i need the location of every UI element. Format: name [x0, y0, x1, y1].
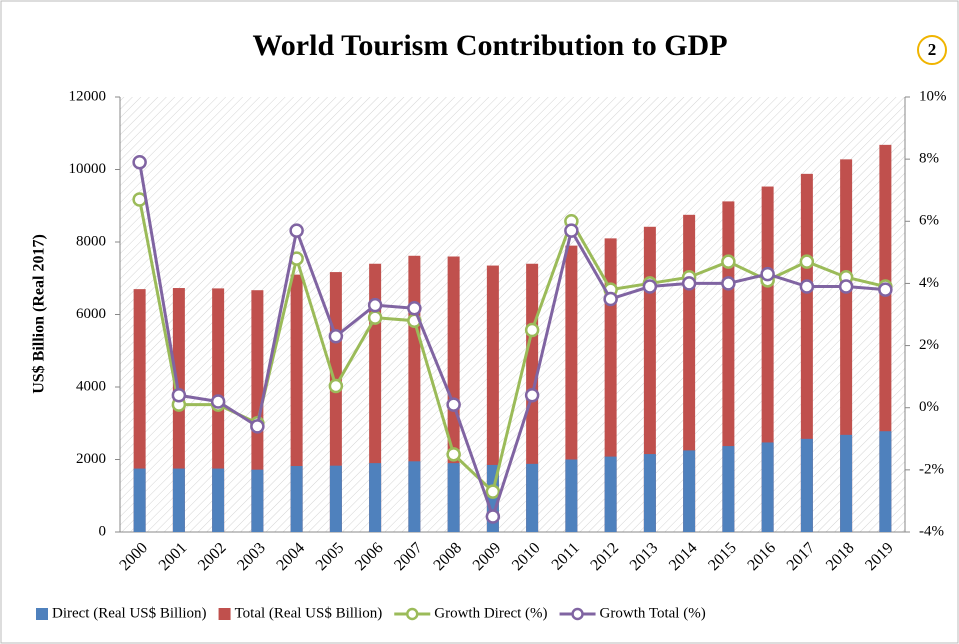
marker: [721, 276, 736, 291]
marker: [328, 329, 344, 344]
marker: [799, 254, 815, 269]
bar: [643, 454, 656, 532]
marker: [367, 310, 383, 325]
y2-tick-label: 2%: [919, 337, 939, 353]
y-tick-label: 12000: [69, 88, 107, 104]
bar: [761, 442, 774, 532]
marker: [407, 301, 422, 316]
marker: [799, 279, 815, 294]
bar: [526, 463, 539, 532]
marker: [760, 266, 775, 282]
legend-swatch: [218, 608, 231, 620]
bar: [447, 463, 460, 532]
marker: [171, 388, 187, 403]
bar: [251, 469, 264, 532]
marker: [210, 394, 226, 409]
bar: [565, 459, 578, 532]
marker: [603, 291, 618, 307]
badge: [917, 35, 947, 65]
y-axis-label: US$ Billion (Real 2017): [31, 234, 48, 394]
legend-marker: [571, 607, 584, 621]
bar: [683, 450, 696, 532]
plot-area: [120, 97, 905, 532]
y-tick-label: 2000: [76, 451, 106, 467]
y2-tick-label: 6%: [919, 213, 939, 229]
legend-label: Growth Direct (%): [434, 605, 547, 621]
marker: [289, 223, 304, 238]
legend-label: Direct (Real US$ Billion): [52, 605, 207, 621]
marker: [681, 276, 697, 291]
bar: [722, 446, 735, 532]
legend-label: Total (Real US$ Billion): [235, 605, 383, 621]
bar: [290, 466, 303, 532]
y2-tick-label: 4%: [919, 275, 939, 291]
marker: [878, 282, 893, 297]
legend-marker: [406, 607, 419, 621]
bar: [369, 463, 382, 532]
marker: [524, 388, 540, 403]
marker: [446, 397, 461, 412]
marker: [642, 279, 658, 294]
bar: [879, 431, 892, 532]
legend-swatch: [36, 608, 48, 620]
bar: [329, 465, 342, 532]
y2-tick-label: -4%: [919, 523, 944, 539]
y2-tick-label: 10%: [919, 88, 947, 104]
marker: [564, 223, 579, 238]
y-tick-label: 4000: [76, 378, 106, 394]
bar: [172, 468, 185, 532]
y2-tick-label: 8%: [919, 151, 939, 167]
marker: [250, 419, 265, 434]
marker: [367, 297, 383, 313]
marker: [132, 155, 147, 170]
y-tick-label: 10000: [69, 161, 107, 177]
legend-label: Growth Total (%): [600, 605, 706, 621]
chart-title: World Tourism Contribution to GDP: [252, 29, 727, 62]
marker: [446, 447, 461, 462]
bar: [800, 438, 813, 532]
marker: [485, 509, 501, 524]
marker: [838, 279, 854, 294]
y-tick-label: 0: [99, 523, 107, 539]
marker: [524, 322, 540, 338]
y-tick-label: 6000: [76, 306, 106, 322]
badge-label: 2: [928, 40, 937, 59]
y-tick-label: 8000: [76, 233, 106, 249]
bar: [840, 434, 853, 532]
bar: [212, 468, 225, 532]
marker: [721, 254, 736, 269]
y2-tick-label: -2%: [919, 461, 944, 477]
y2-tick-label: 0%: [919, 399, 939, 415]
marker: [485, 484, 501, 499]
marker: [328, 378, 344, 394]
bar: [408, 461, 421, 532]
bar: [133, 468, 146, 532]
bar: [604, 456, 617, 532]
